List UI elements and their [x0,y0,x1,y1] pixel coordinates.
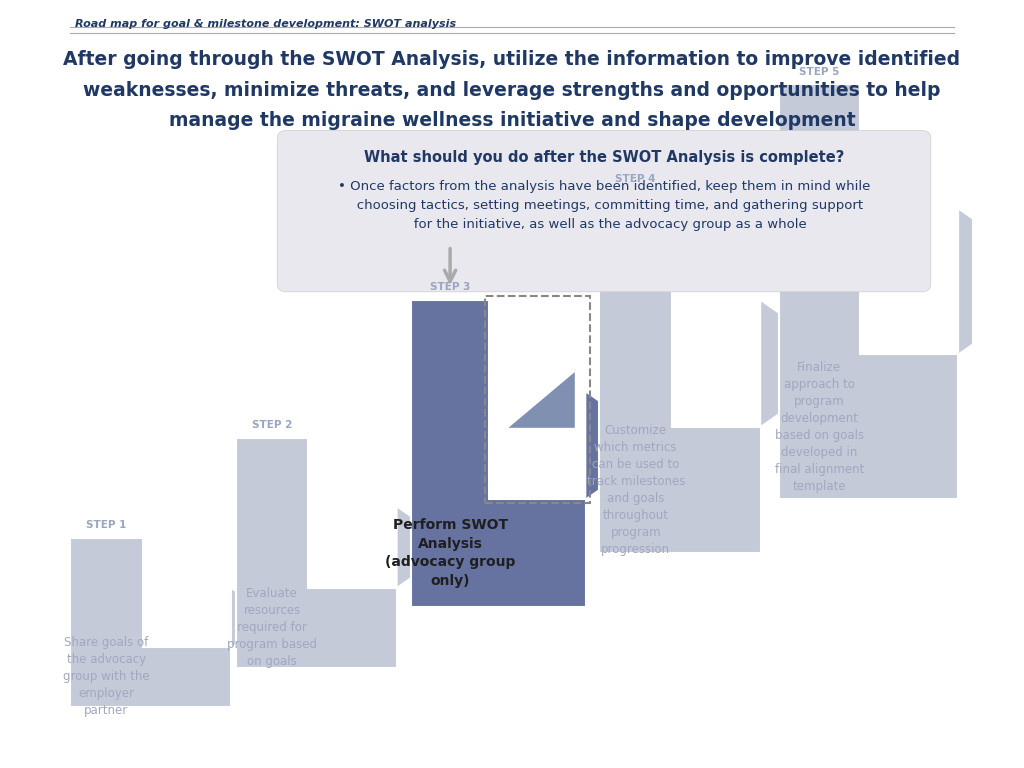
Text: STEP 5: STEP 5 [799,67,840,77]
FancyBboxPatch shape [278,131,931,292]
Text: STEP 4: STEP 4 [615,174,656,184]
Text: STEP 2: STEP 2 [252,420,292,430]
Text: What should you do after the SWOT Analysis is complete?: What should you do after the SWOT Analys… [364,150,844,165]
Text: STEP 1: STEP 1 [86,520,127,530]
Bar [484,296,590,503]
Text: weaknesses, minimize threats, and leverage strengths and opportunities to help: weaknesses, minimize threats, and levera… [83,81,941,100]
Polygon shape [586,392,663,499]
Polygon shape [231,588,273,647]
Text: Evaluate
resources
required for
program based
on goals: Evaluate resources required for program … [227,588,317,668]
Polygon shape [599,192,761,553]
Polygon shape [397,507,455,588]
Text: Perform SWOT
Analysis
(advocacy group
only): Perform SWOT Analysis (advocacy group on… [385,518,515,588]
Polygon shape [506,370,575,428]
Polygon shape [761,300,851,427]
Text: Customize
which metrics
can be used to
track milestones
and goals
throughout
pro: Customize which metrics can be used to t… [587,424,685,556]
Text: After going through the SWOT Analysis, utilize the information to improve identi: After going through the SWOT Analysis, u… [63,50,961,69]
Polygon shape [236,438,397,668]
Polygon shape [71,538,231,707]
Text: • Once factors from the analysis have been identified, keep them in mind while
 : • Once factors from the analysis have be… [338,180,870,231]
Text: STEP 3: STEP 3 [430,282,470,292]
Text: Share goals of
the advocacy
group with the
employer
partner: Share goals of the advocacy group with t… [63,637,150,717]
Text: Road map for goal & milestone development: SWOT analysis: Road map for goal & milestone developmen… [75,19,456,29]
Polygon shape [779,84,958,499]
Text: manage the migraine wellness initiative and shape development: manage the migraine wellness initiative … [169,111,855,131]
Polygon shape [411,300,586,607]
Polygon shape [958,209,1024,354]
Text: Finalize
approach to
program
development
based on goals
developed in
final align: Finalize approach to program development… [774,361,864,492]
